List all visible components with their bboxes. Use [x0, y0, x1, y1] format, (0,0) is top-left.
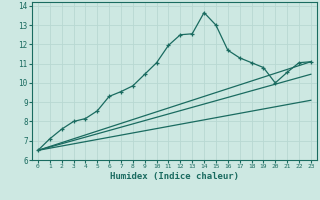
X-axis label: Humidex (Indice chaleur): Humidex (Indice chaleur)	[110, 172, 239, 181]
